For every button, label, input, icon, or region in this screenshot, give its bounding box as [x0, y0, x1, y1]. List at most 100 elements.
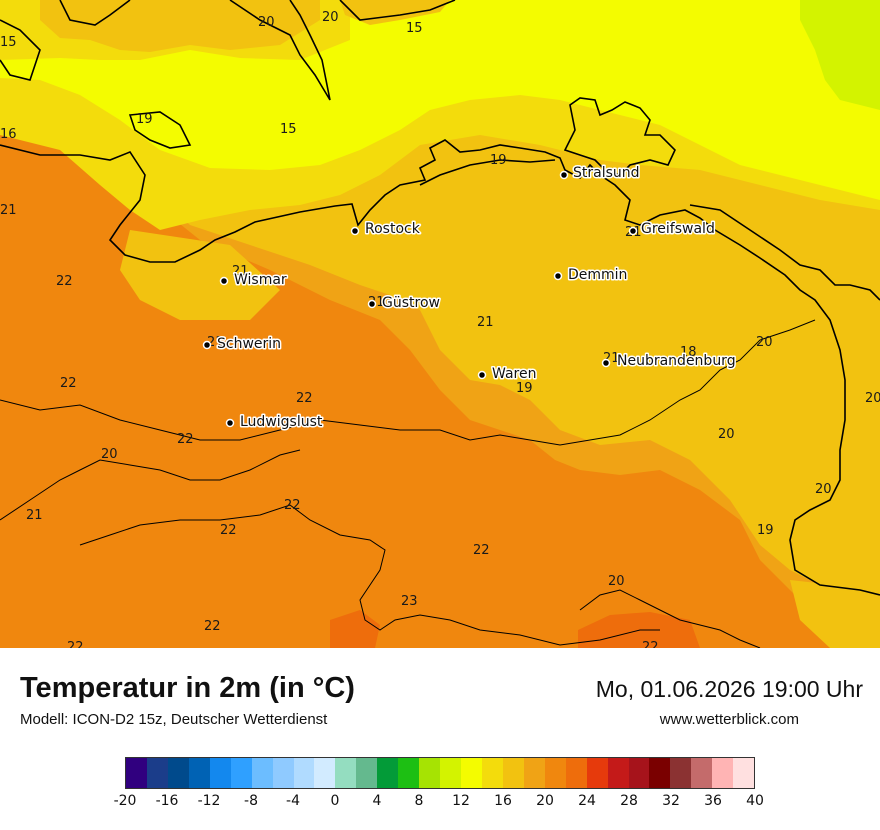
legend-swatch [146, 758, 168, 788]
city-name: Greifswald [641, 221, 715, 237]
footer: Temperatur in 2m (in °C) Modell: ICON-D2… [0, 648, 880, 830]
forecast-datetime: Mo, 01.06.2026 19:00 Uhr [595, 676, 863, 702]
map-title: Temperatur in 2m (in °C) [20, 672, 355, 704]
value-label: 23 [401, 594, 418, 609]
value-label: 21 [477, 315, 494, 330]
legend-swatch [356, 758, 378, 788]
legend-tick-label: -8 [244, 793, 258, 809]
value-label: 15 [280, 122, 297, 137]
island-usedom [689, 204, 880, 301]
legend-swatch [209, 758, 231, 788]
coastline [0, 139, 880, 596]
city-dot [350, 226, 360, 236]
legend-swatch [230, 758, 252, 788]
legend-swatch [272, 758, 294, 788]
city-name: Güstrow [382, 295, 440, 311]
value-label: 19 [490, 153, 507, 168]
city-dot [202, 340, 212, 350]
city-ludwigslust[interactable]: Ludwigslust [225, 413, 324, 432]
legend-swatch [670, 758, 692, 788]
legend-tick-label: 20 [536, 793, 554, 809]
city-rostock[interactable]: Rostock [350, 220, 422, 239]
value-label: 19 [516, 381, 533, 396]
value-label: 22 [473, 543, 490, 558]
legend-tick-label: 28 [620, 793, 638, 809]
legend-swatch [481, 758, 503, 788]
value-label: 22 [642, 640, 659, 648]
legend-tick-label: 16 [494, 793, 512, 809]
legend-tick-label: -4 [286, 793, 300, 809]
zone-14 [800, 0, 880, 110]
city-neubrandenburg[interactable]: Neubrandenburg [601, 352, 737, 371]
value-label: 22 [284, 498, 301, 513]
value-label: 20 [101, 447, 118, 462]
value-label: 22 [67, 640, 84, 648]
island-north-4 [339, 0, 456, 21]
value-label: 22 [296, 391, 313, 406]
zone-20 [0, 90, 880, 640]
legend-swatch [126, 758, 147, 788]
city-schwerin[interactable]: Schwerin [202, 335, 283, 354]
legend-swatch [523, 758, 545, 788]
legend-swatch [502, 758, 524, 788]
value-label: 21 [0, 203, 17, 218]
city-dot [477, 370, 487, 380]
city-greifswald[interactable]: Greifswald [628, 220, 716, 239]
city-name: Stralsund [573, 165, 640, 181]
legend-tick-label: 12 [452, 793, 470, 809]
city-waren[interactable]: Waren [477, 365, 538, 384]
zone-20-se [790, 580, 880, 648]
value-label: 20 [258, 15, 275, 30]
city-dot [553, 271, 563, 281]
value-label: 21 [26, 508, 43, 523]
island-north-2 [59, 0, 131, 26]
legend-swatch [461, 758, 482, 788]
legend-swatch [586, 758, 608, 788]
value-label: 15 [406, 21, 423, 36]
legend-swatch [251, 758, 273, 788]
legend-swatch [544, 758, 566, 788]
legend-tick-label: -20 [113, 793, 137, 809]
value-label: 20 [865, 391, 880, 406]
legend-swatch [167, 758, 189, 788]
legend-swatch [335, 758, 357, 788]
peninsula-fischland [419, 159, 556, 186]
city-dot [219, 276, 229, 286]
legend-swatch [607, 758, 629, 788]
city-wismar[interactable]: Wismar [219, 271, 288, 290]
city-stralsund[interactable]: Stralsund [559, 164, 641, 183]
legend-tick-label: 40 [746, 793, 764, 809]
city-name: Ludwigslust [240, 414, 323, 430]
city-dot [601, 358, 611, 368]
value-label: 19 [757, 523, 774, 538]
city-name: Demmin [568, 267, 627, 283]
legend-swatch [419, 758, 441, 788]
value-label: 22 [204, 619, 221, 634]
zone-23b [330, 610, 380, 648]
value-label: 21 [207, 335, 224, 350]
value-label: 19 [136, 112, 153, 127]
island-north-1 [0, 19, 41, 81]
state-border [0, 319, 816, 446]
website-link[interactable]: www.wetterblick.com [659, 711, 799, 728]
value-label: 20 [718, 427, 735, 442]
city-name: Wismar [234, 272, 287, 288]
state-border-2 [0, 449, 301, 521]
temperature-map[interactable]: 15 20 20 15 16 19 15 19 21 22 21 22 21 2… [0, 0, 880, 648]
legend-tick-label: -16 [155, 793, 179, 809]
color-legend [125, 757, 755, 789]
legend-swatch [188, 758, 210, 788]
map-canvas: 15 20 20 15 16 19 15 19 21 22 21 22 21 2… [0, 0, 880, 648]
legend-ticks: -20 -16 -12 -8 -4 0 4 8 12 16 20 24 28 32 36 40 [114, 793, 764, 813]
city-dot [367, 299, 377, 309]
value-label: 21 [232, 264, 249, 279]
legend-tick-label: -12 [197, 793, 221, 809]
legend-swatch [649, 758, 671, 788]
city-guestrow[interactable]: Güstrow [367, 294, 441, 313]
legend-tick-label: 36 [704, 793, 722, 809]
city-name: Neubrandenburg [617, 353, 736, 369]
value-label: 20 [322, 10, 339, 25]
value-label: 18 [680, 345, 697, 360]
city-demmin[interactable]: Demmin [553, 266, 629, 285]
legend-swatch [293, 758, 315, 788]
